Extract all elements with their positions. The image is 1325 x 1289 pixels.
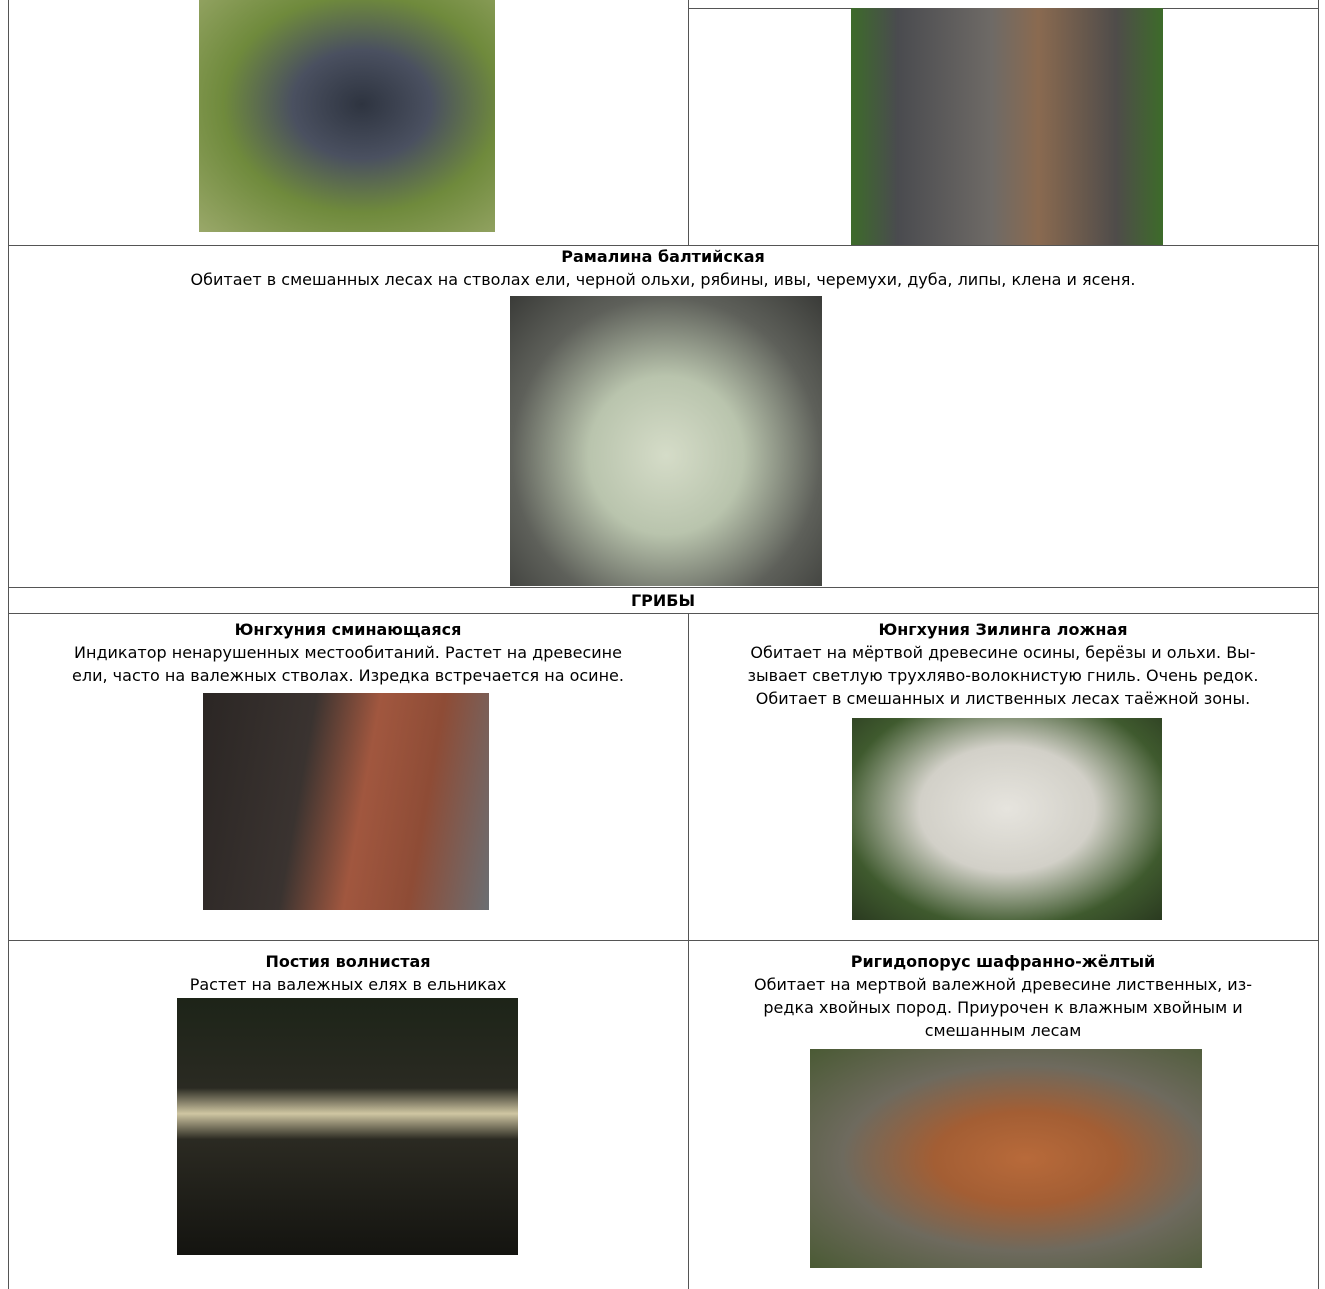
border: [8, 613, 1319, 614]
border: [688, 613, 689, 1289]
photo: [851, 8, 1163, 245]
species-description: зывает светлую трухляво-волокнистую гнил…: [747, 666, 1259, 685]
species-description: Обитает на мертвой валежной древесине ли…: [754, 975, 1252, 994]
species-title: Рамалина балтийская: [561, 247, 765, 266]
species-description: Растет на валежных елях в ельниках: [189, 975, 507, 994]
section-header: ГРИБЫ: [630, 591, 696, 610]
species-description: Обитает в смешанных лесах на стволах ели…: [190, 270, 1136, 289]
border: [1318, 0, 1319, 1289]
species-title: Ригидопорус шафранно-жёлтый: [850, 952, 1156, 971]
photo: [203, 693, 489, 910]
photo: [810, 1049, 1202, 1268]
border: [8, 245, 1319, 246]
border: [688, 0, 689, 245]
species-description: ели, часто на валежных стволах. Изредка …: [72, 666, 624, 685]
species-description: Обитает на мёртвой древесине осины, берё…: [750, 643, 1256, 662]
photo: [177, 998, 518, 1255]
border: [8, 0, 9, 1289]
species-title: Постия волнистая: [265, 952, 431, 971]
species-title: Юнгхуния сминающаяся: [234, 620, 462, 639]
species-description: Индикатор ненарушенных местообитаний. Ра…: [74, 643, 622, 662]
species-description: редка хвойных пород. Приурочен к влажным…: [763, 998, 1243, 1017]
photo: [852, 718, 1162, 920]
photo: [199, 0, 495, 232]
border: [8, 587, 1319, 588]
species-title: Юнгхуния Зилинга ложная: [878, 620, 1128, 639]
photo: [510, 296, 822, 586]
species-description: смешанным лесам: [924, 1021, 1082, 1040]
species-description: Обитает в смешанных и лиственных лесах т…: [755, 689, 1251, 708]
border: [8, 940, 1319, 941]
